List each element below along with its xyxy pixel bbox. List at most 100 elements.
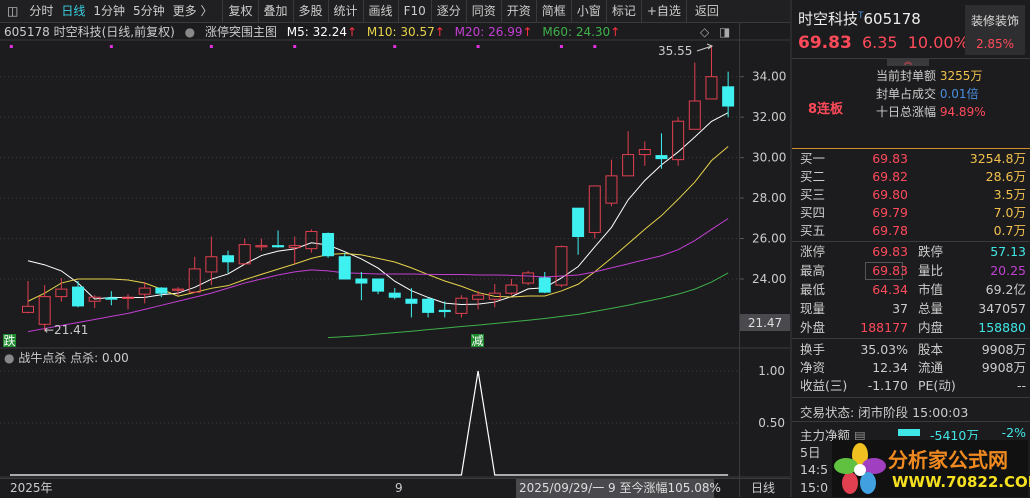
candle-up (138, 287, 151, 295)
list-icon[interactable]: ▤ (854, 428, 866, 443)
toolbar-button[interactable]: 逐分 (430, 0, 466, 23)
stat-row: 现量 37 总量 347057 (800, 300, 1028, 318)
tab-more[interactable]: 更多 〉 (172, 3, 213, 18)
toolbar-button[interactable]: 多股 (292, 0, 328, 23)
toolbar-button[interactable]: 叠加 (257, 0, 293, 23)
candle-down (355, 278, 368, 284)
diamond-icon[interactable]: ◇ (700, 25, 710, 39)
site-logo: 分析家公式网 WWW.70822.COM (832, 440, 1030, 497)
sub-indicator-readout: 点杀: 0.00 (70, 351, 129, 365)
bid-row: 买四 69.79 7.0万 (800, 204, 1028, 222)
tag-fall: 跌 (3, 333, 15, 348)
sub-indicator-toggle-icon[interactable]: ● (4, 351, 15, 365)
panel-toggle-icon[interactable]: ◫ (7, 3, 19, 18)
candle-up (455, 297, 468, 314)
signal-marker (559, 45, 563, 48)
candle-up (472, 294, 485, 300)
signal-marker (9, 45, 13, 48)
stat-row-l: 最低 (800, 282, 826, 297)
candle-up (555, 246, 568, 286)
stat-row-v2: 57.13 (990, 244, 1026, 259)
y-tick-label: 26.00 (752, 232, 786, 246)
ma-line-m60 (328, 272, 729, 339)
sector-box[interactable]: 装修装饰 2.85% (965, 5, 1025, 55)
stat-row-l: 现量 (800, 301, 826, 316)
stat-row-v: 69.83 (872, 244, 908, 259)
stat-row-v2: 158880 (978, 320, 1026, 335)
stat-row-l2: 内盘 (918, 320, 944, 335)
candle-up (22, 305, 34, 313)
toolbar-button[interactable]: F10 (397, 0, 431, 23)
window-toggle-icon[interactable]: ◨ (719, 25, 731, 39)
toolbar-button[interactable]: 标记 (605, 0, 641, 23)
tab-intraday[interactable]: 分时 (29, 3, 54, 18)
candle-down (72, 286, 85, 307)
ma-line-m5 (27, 112, 729, 305)
stat-row-l: 涨停 (800, 244, 826, 259)
bid-row-price: 69.83 (872, 151, 908, 166)
y-tick-label: 28.00 (752, 191, 786, 205)
candle-down (388, 292, 401, 298)
low-price-label: ←21.41 (44, 323, 88, 337)
bid-row-label: 买五 (800, 223, 826, 238)
stat-row-v2: 9908万 (981, 360, 1026, 375)
toolbar-button[interactable]: 简框 (535, 0, 571, 23)
trade-status: 交易状态: 闭市阶段 15:00:03 (800, 405, 969, 420)
indicator-toggle-icon[interactable]: ● (184, 25, 196, 39)
candle-down (372, 278, 385, 292)
stat-row-v2: 9908万 (981, 342, 1026, 357)
tab-5min[interactable]: 5分钟 (133, 3, 165, 18)
candle-up (688, 100, 701, 130)
sub-indicator-line (10, 370, 729, 476)
candle-up (305, 230, 318, 250)
toolbar-button[interactable]: 开资 (500, 0, 536, 23)
indicator-name[interactable]: 涨停突围主图 (204, 25, 277, 39)
candle-down (405, 298, 418, 304)
toolbar-button[interactable]: 复权 (222, 0, 257, 23)
signal-marker (393, 45, 397, 48)
tag-reduce: 减 (471, 334, 483, 348)
candle-up (588, 185, 601, 233)
cursor-date-info: 2025/09/29/一 9 至今涨幅105.08% (516, 479, 721, 498)
toolbar-button[interactable]: 画线 (362, 0, 398, 23)
candle-down (105, 297, 118, 300)
kline-chart[interactable]: 34.00 32.00 30.00 28.00 26.00 24.00 1.00 0.50 35… (0, 0, 790, 497)
bid-row-label: 买三 (800, 187, 826, 202)
bid-row-vol: 28.6万 (985, 169, 1026, 184)
stat-row-l2: 流通 (918, 360, 944, 375)
collapse-chevron-icon[interactable]: ︽ (887, 58, 929, 66)
toolbar-button[interactable]: 同资 (465, 0, 501, 23)
signal-marker (209, 45, 213, 48)
toolbar: ◫ 分时 日线 1分钟 5分钟 更多 〉 复权 叠加 多股 统计 画线 F10 逐分 同资 开资… (0, 0, 790, 23)
quote-panel: 时空科技T605178 69.83 6.35 10.00% 装修装饰 2.85%… (790, 0, 1030, 497)
indicator-info-line: 605178 时空科技(日线,前复权) ● 涨停突围主图 M5: 32.24↑ … (4, 24, 626, 40)
toolbar-button[interactable]: 返回 (685, 0, 727, 23)
stat-row-l2: 总量 (918, 301, 944, 316)
tab-daily[interactable]: 日线 (61, 3, 86, 18)
candle-down (572, 207, 585, 238)
bid-row-price: 69.82 (872, 169, 908, 184)
candle-up (288, 245, 301, 249)
stat-row-v: 64.34 (872, 282, 908, 297)
limit-up-streak: 8连板 (808, 102, 844, 117)
bid-row-vol: 0.7万 (993, 223, 1026, 238)
toolbar-button[interactable]: 小窗 (570, 0, 606, 23)
toolbar-button[interactable]: 统计 (327, 0, 363, 23)
period-label[interactable]: 日线 (751, 481, 776, 495)
stat-row-l: 换手 (800, 342, 826, 357)
stat-row-l: 收益(三) (800, 378, 848, 393)
stat-row: 外盘 188177 内盘 158880 (800, 319, 1028, 337)
stat-row-v2: 20.25 (990, 263, 1026, 278)
toolbar-button[interactable]: +自选 (640, 0, 686, 23)
stat-row-v2: 69.2亿 (985, 282, 1026, 297)
toolbar-right: 复权 叠加 多股 统计 画线 F10 逐分 同资 开资 简框 小窗 标记 +自选 返回 (222, 0, 726, 23)
stat-row-v2: 347057 (978, 301, 1026, 316)
candle-down (338, 256, 351, 280)
tab-1min[interactable]: 1分钟 (93, 3, 126, 18)
tick-time: 15:0 (800, 480, 829, 495)
stat-row: 收益(三) -1.170 PE(动) -- (800, 377, 1028, 395)
candle-up (705, 76, 718, 100)
signal-marker (293, 45, 297, 48)
stat-row-l2: 量比 (918, 263, 944, 278)
ma20-value: M20: 26.99↑ (454, 25, 533, 39)
